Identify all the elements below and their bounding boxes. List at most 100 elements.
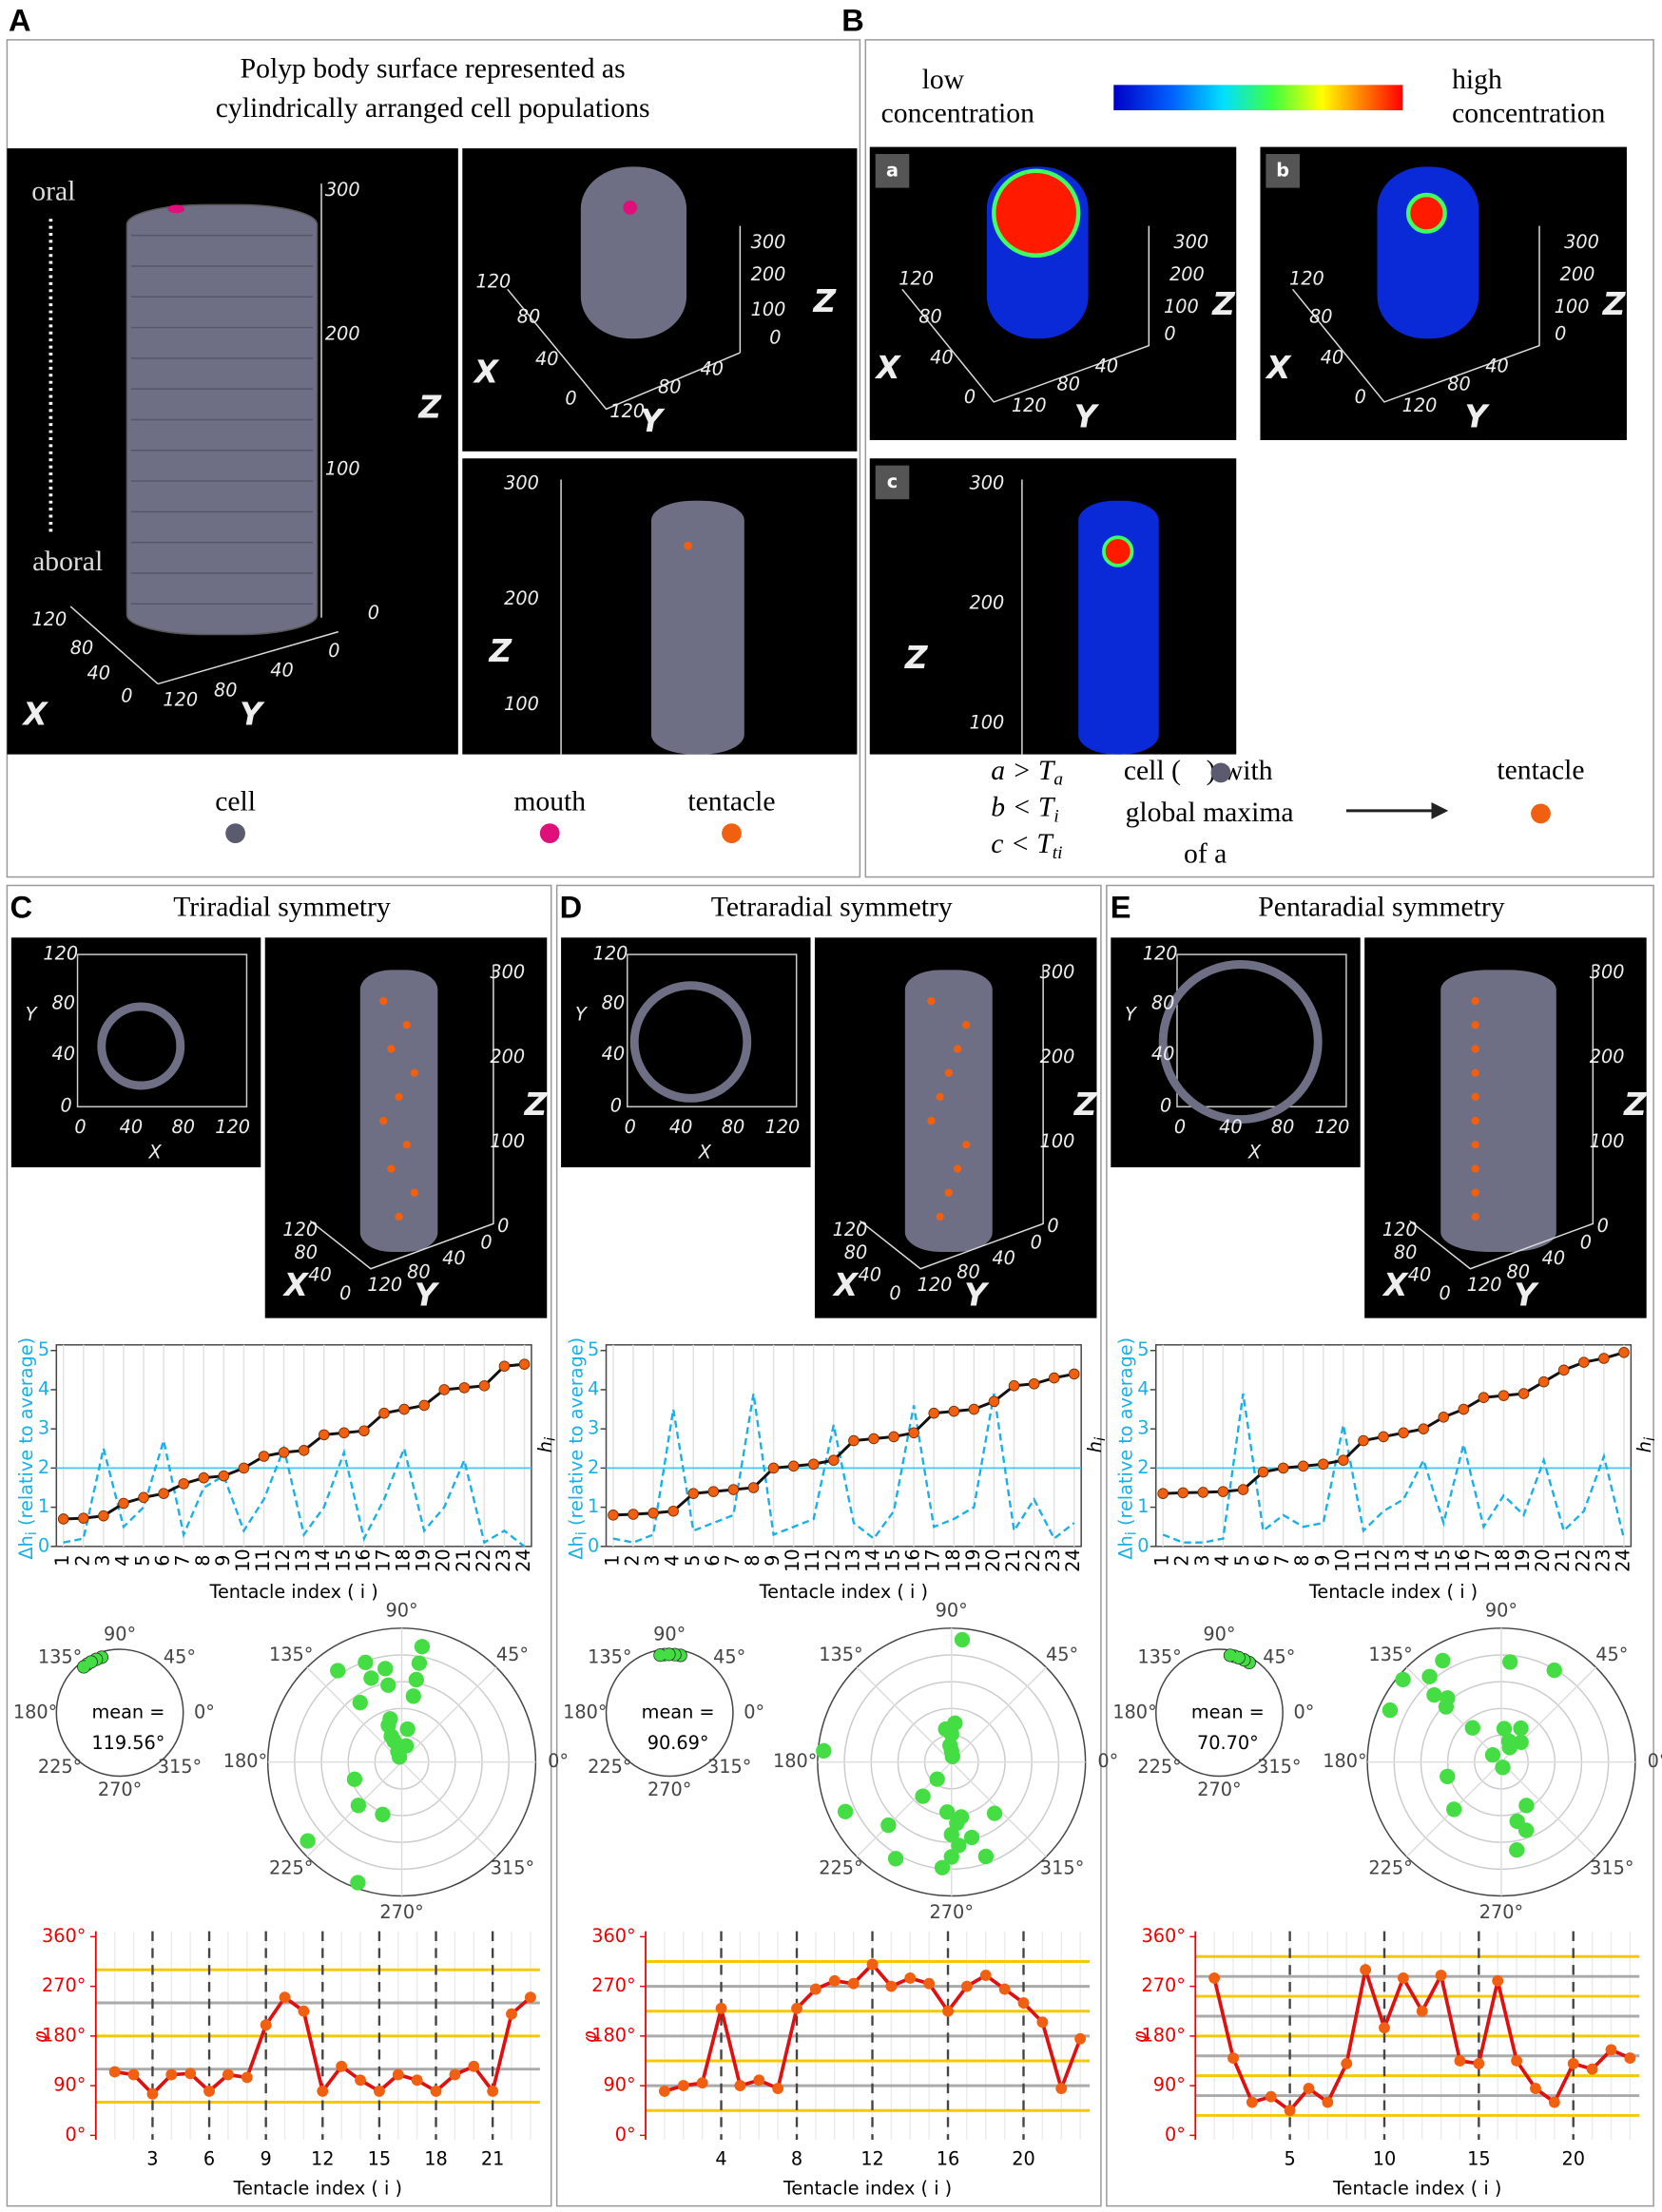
angle-label: 45° [713, 1646, 745, 1668]
plot-frame [627, 953, 798, 1107]
phase-point [1496, 1721, 1513, 1737]
legend-dot [539, 823, 560, 843]
x-tick-label: 6 [152, 1555, 174, 1567]
x-tick-label: 20 [1012, 2147, 1035, 2169]
axis-label: 300 [751, 231, 786, 253]
h-point [1028, 1377, 1040, 1390]
x-tick-label: 5 [1231, 1555, 1253, 1567]
axis-label: 200 [1560, 263, 1595, 285]
tentacle [936, 1092, 944, 1102]
axis-label: 40 [1095, 355, 1119, 376]
axis-label: 40 [1408, 1264, 1432, 1286]
x-tick-label: 20 [982, 1548, 1004, 1572]
phase-point [977, 1848, 995, 1865]
axis-label: 0 [339, 1282, 351, 1304]
h-point [1517, 1388, 1530, 1399]
h-point [398, 1403, 410, 1415]
axis-label: Z [1073, 1087, 1098, 1123]
x-tick-label: 7 [172, 1555, 194, 1567]
h-point [868, 1433, 879, 1445]
axis-label: 100 [490, 1130, 525, 1152]
tentacle [1471, 1068, 1479, 1077]
x-tick-label: 9 [212, 1555, 234, 1567]
panel-title: Pentaradial symmetry [1258, 892, 1504, 922]
y-tick-label: 180° [42, 2024, 86, 2046]
angle-label: 90° [385, 1600, 417, 1622]
body-surface [650, 500, 744, 755]
axis-label: 80 [171, 1116, 195, 1138]
phase-point [943, 1849, 959, 1865]
angle-label: 135° [1137, 1646, 1181, 1668]
tentacle [962, 1021, 971, 1029]
axis-label: 120 [609, 400, 645, 422]
h-point [988, 1395, 1000, 1408]
x-tick-label: 10 [1331, 1548, 1353, 1572]
h-point [1578, 1356, 1590, 1368]
condition: a > Ta [991, 756, 1063, 791]
phi-point [791, 2002, 802, 2014]
activator-peak [1405, 192, 1447, 234]
panel-border [1106, 884, 1654, 2207]
h-point [687, 1488, 700, 1499]
axis-label: Z [1602, 286, 1627, 322]
h-point [1157, 1488, 1169, 1499]
phase-point [375, 1806, 391, 1822]
axis-label: 120 [476, 270, 512, 292]
polar-spoke [951, 1666, 1047, 1763]
tentacle [387, 1045, 396, 1053]
h-point [258, 1451, 270, 1462]
phi-point [1036, 2016, 1049, 2029]
angle-label: 0° [1097, 1750, 1118, 1772]
axis-label: 0 [1160, 1095, 1171, 1117]
body-surface [1440, 970, 1556, 1252]
axis-label: 120 [1402, 394, 1438, 416]
label-part: i [24, 1531, 40, 1535]
label-part: (relative to average) [1114, 1337, 1136, 1531]
label-part: i [1053, 807, 1058, 827]
angle-label: 135° [588, 1646, 631, 1668]
axis-label: 300 [1040, 961, 1075, 983]
phi-point [127, 2068, 140, 2081]
angle-label: 45° [1263, 1646, 1295, 1668]
angle-label: 225° [588, 1756, 631, 1778]
axis [507, 225, 742, 411]
x-tick-label: 7 [1271, 1555, 1293, 1567]
angle-label: 0° [1293, 1701, 1314, 1722]
x-tick-label: 6 [203, 2147, 215, 2169]
tentacle [953, 1164, 962, 1173]
x-tick-label: 16 [937, 2147, 960, 2169]
x-tick-label: 17 [922, 1548, 944, 1572]
y-tick-label: 4 [1137, 1377, 1149, 1399]
x-tick-label: 11 [252, 1548, 274, 1572]
y-tick-label: 5 [1137, 1338, 1149, 1360]
phi-point [1567, 2057, 1579, 2069]
axis-label: Z [904, 640, 929, 676]
legend-dot [1210, 762, 1231, 783]
x-tick-label: 19 [1512, 1548, 1534, 1572]
axis-label: 0 [480, 1232, 492, 1254]
label-part: c < T [991, 829, 1054, 859]
phi-point [1379, 2022, 1390, 2034]
tentacle [1471, 1212, 1479, 1221]
h-point [1237, 1484, 1249, 1495]
phi-point [658, 2085, 670, 2097]
axis-label: Y [240, 697, 265, 733]
axis-label: 100 [1555, 296, 1590, 317]
phase-point [963, 1829, 980, 1846]
h-point [478, 1380, 491, 1392]
x-tick-label: 6 [702, 1555, 724, 1567]
axis-label: 80 [1394, 1241, 1418, 1263]
y-tick-label: 0 [1137, 1534, 1149, 1556]
panel-title: Tetraradial symmetry [711, 892, 953, 922]
axis-label: 0 [1031, 1232, 1042, 1254]
h-point [1217, 1486, 1229, 1497]
x-tick-label: 9 [1311, 1555, 1333, 1567]
polar-spoke [401, 1761, 497, 1857]
x-tick-label: 8 [1291, 1555, 1313, 1567]
phi-point [1303, 2083, 1315, 2094]
x-axis-label: Tentacle index ( i ) [1308, 1581, 1478, 1603]
label-part: ti [1053, 843, 1063, 863]
phi-point [108, 2066, 121, 2078]
phi-point [392, 2068, 404, 2081]
phase-point [363, 1670, 379, 1686]
